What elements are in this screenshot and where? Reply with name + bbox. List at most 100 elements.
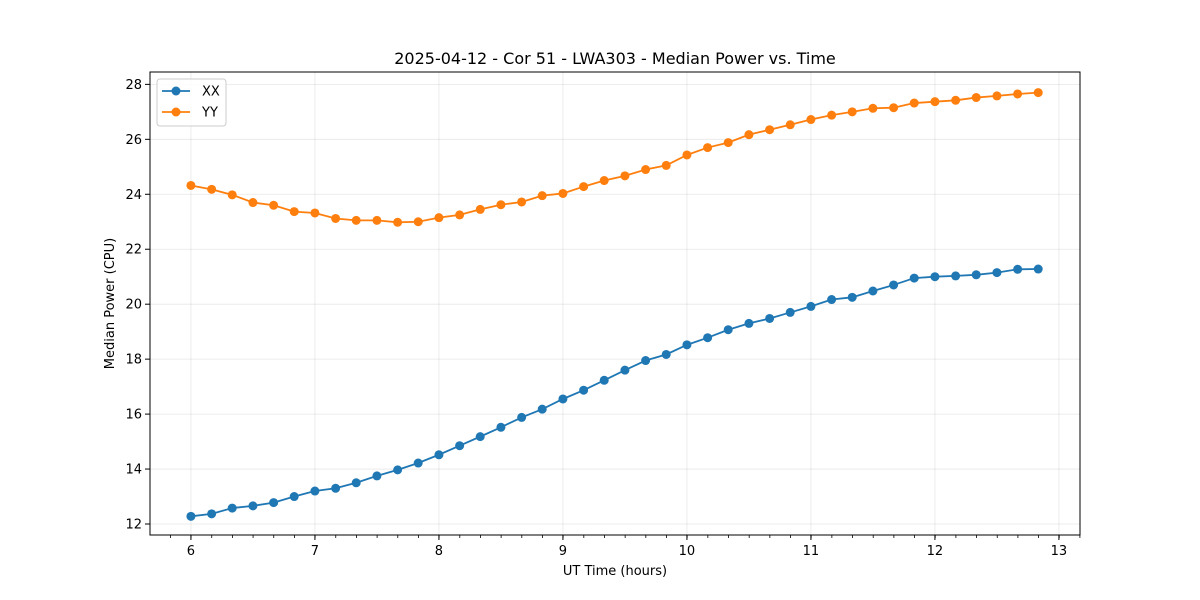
y-tick-label: 16 — [125, 408, 142, 423]
axis-ticks: 6 7 8 9 10 11 12 13 12 14 16 18 20 22 24 26 28 — [125, 78, 1081, 559]
data-point-yy — [620, 171, 630, 181]
x-tick-label: 8 — [435, 544, 443, 559]
data-point-yy — [868, 103, 878, 113]
data-point-yy — [971, 93, 981, 103]
data-point-xx — [207, 509, 217, 519]
data-point-yy — [269, 200, 279, 210]
data-point-yy — [661, 160, 671, 170]
data-point-yy — [227, 190, 237, 200]
data-point-yy — [599, 176, 609, 186]
y-tick-label: 28 — [125, 78, 142, 93]
data-point-xx — [496, 422, 506, 432]
data-point-yy — [579, 182, 589, 192]
data-point-xx — [785, 307, 795, 317]
data-point-yy — [351, 215, 361, 225]
y-tick-label: 12 — [125, 518, 142, 533]
data-point-xx — [1013, 264, 1023, 274]
data-point-yy — [289, 207, 299, 217]
data-point-xx — [558, 394, 568, 404]
x-tick-label: 11 — [803, 544, 820, 559]
data-point-yy — [682, 150, 692, 160]
y-tick-label: 26 — [125, 133, 142, 148]
data-point-yy — [847, 107, 857, 117]
legend-marker-yy — [171, 107, 181, 117]
data-point-xx — [661, 349, 671, 359]
data-point-xx — [579, 385, 589, 395]
data-point-yy — [496, 200, 506, 210]
data-point-yy — [723, 138, 733, 148]
x-tick-label: 12 — [927, 544, 944, 559]
data-point-xx — [951, 271, 961, 281]
x-axis-label: UT Time (hours) — [563, 564, 667, 579]
data-point-yy — [992, 91, 1002, 101]
data-point-yy — [455, 210, 465, 220]
data-point-yy — [951, 95, 961, 105]
data-point-xx — [310, 486, 320, 496]
data-point-yy — [744, 130, 754, 140]
data-point-xx — [455, 441, 465, 451]
data-point-yy — [517, 197, 527, 207]
data-point-yy — [930, 97, 940, 107]
data-point-xx — [331, 483, 341, 493]
data-point-xx — [351, 478, 361, 488]
x-tick-label: 7 — [311, 544, 319, 559]
series-yy — [186, 88, 1043, 227]
data-point-xx — [393, 465, 403, 475]
data-point-xx — [723, 325, 733, 335]
data-point-xx — [1033, 264, 1043, 274]
data-point-xx — [992, 268, 1002, 278]
data-point-yy — [475, 204, 485, 214]
data-point-xx — [372, 471, 382, 481]
data-point-yy — [641, 165, 651, 175]
data-point-yy — [372, 215, 382, 225]
data-point-xx — [517, 412, 527, 422]
x-tick-label: 9 — [559, 544, 567, 559]
data-point-yy — [310, 208, 320, 218]
data-point-yy — [558, 188, 568, 198]
data-point-xx — [744, 318, 754, 328]
data-point-xx — [909, 273, 919, 283]
x-tick-label: 6 — [187, 544, 195, 559]
data-point-xx — [269, 498, 279, 508]
y-axis-label: Median Power (CPU) — [103, 238, 118, 369]
data-point-xx — [868, 286, 878, 296]
data-point-yy — [827, 110, 837, 120]
x-tick-label: 13 — [1051, 544, 1068, 559]
data-point-yy — [393, 217, 403, 227]
data-point-yy — [186, 180, 196, 190]
data-series — [186, 88, 1043, 521]
data-point-xx — [186, 511, 196, 521]
data-point-xx — [413, 458, 423, 468]
data-point-xx — [475, 432, 485, 442]
y-tick-label: 20 — [125, 298, 142, 313]
data-point-xx — [682, 340, 692, 350]
data-point-xx — [599, 375, 609, 385]
data-point-xx — [827, 295, 837, 305]
y-tick-label: 14 — [125, 463, 142, 478]
data-point-yy — [1033, 88, 1043, 98]
series-xx — [186, 264, 1043, 521]
data-point-xx — [806, 301, 816, 311]
data-point-yy — [806, 115, 816, 125]
data-point-xx — [289, 492, 299, 502]
data-point-xx — [889, 280, 899, 290]
data-point-xx — [765, 313, 775, 323]
data-point-yy — [537, 191, 547, 201]
data-point-yy — [909, 98, 919, 108]
legend-marker-xx — [171, 86, 181, 96]
legend-label-yy: YY — [201, 106, 218, 121]
data-point-xx — [930, 272, 940, 282]
data-point-yy — [703, 143, 713, 153]
y-tick-label: 24 — [125, 188, 142, 203]
data-point-xx — [641, 356, 651, 366]
data-point-xx — [703, 333, 713, 343]
y-tick-label: 22 — [125, 243, 142, 258]
data-point-xx — [971, 270, 981, 280]
data-point-xx — [434, 450, 444, 460]
data-point-yy — [785, 120, 795, 130]
data-point-xx — [248, 501, 258, 511]
data-point-xx — [620, 365, 630, 375]
data-point-yy — [889, 103, 899, 113]
data-point-yy — [331, 213, 341, 223]
